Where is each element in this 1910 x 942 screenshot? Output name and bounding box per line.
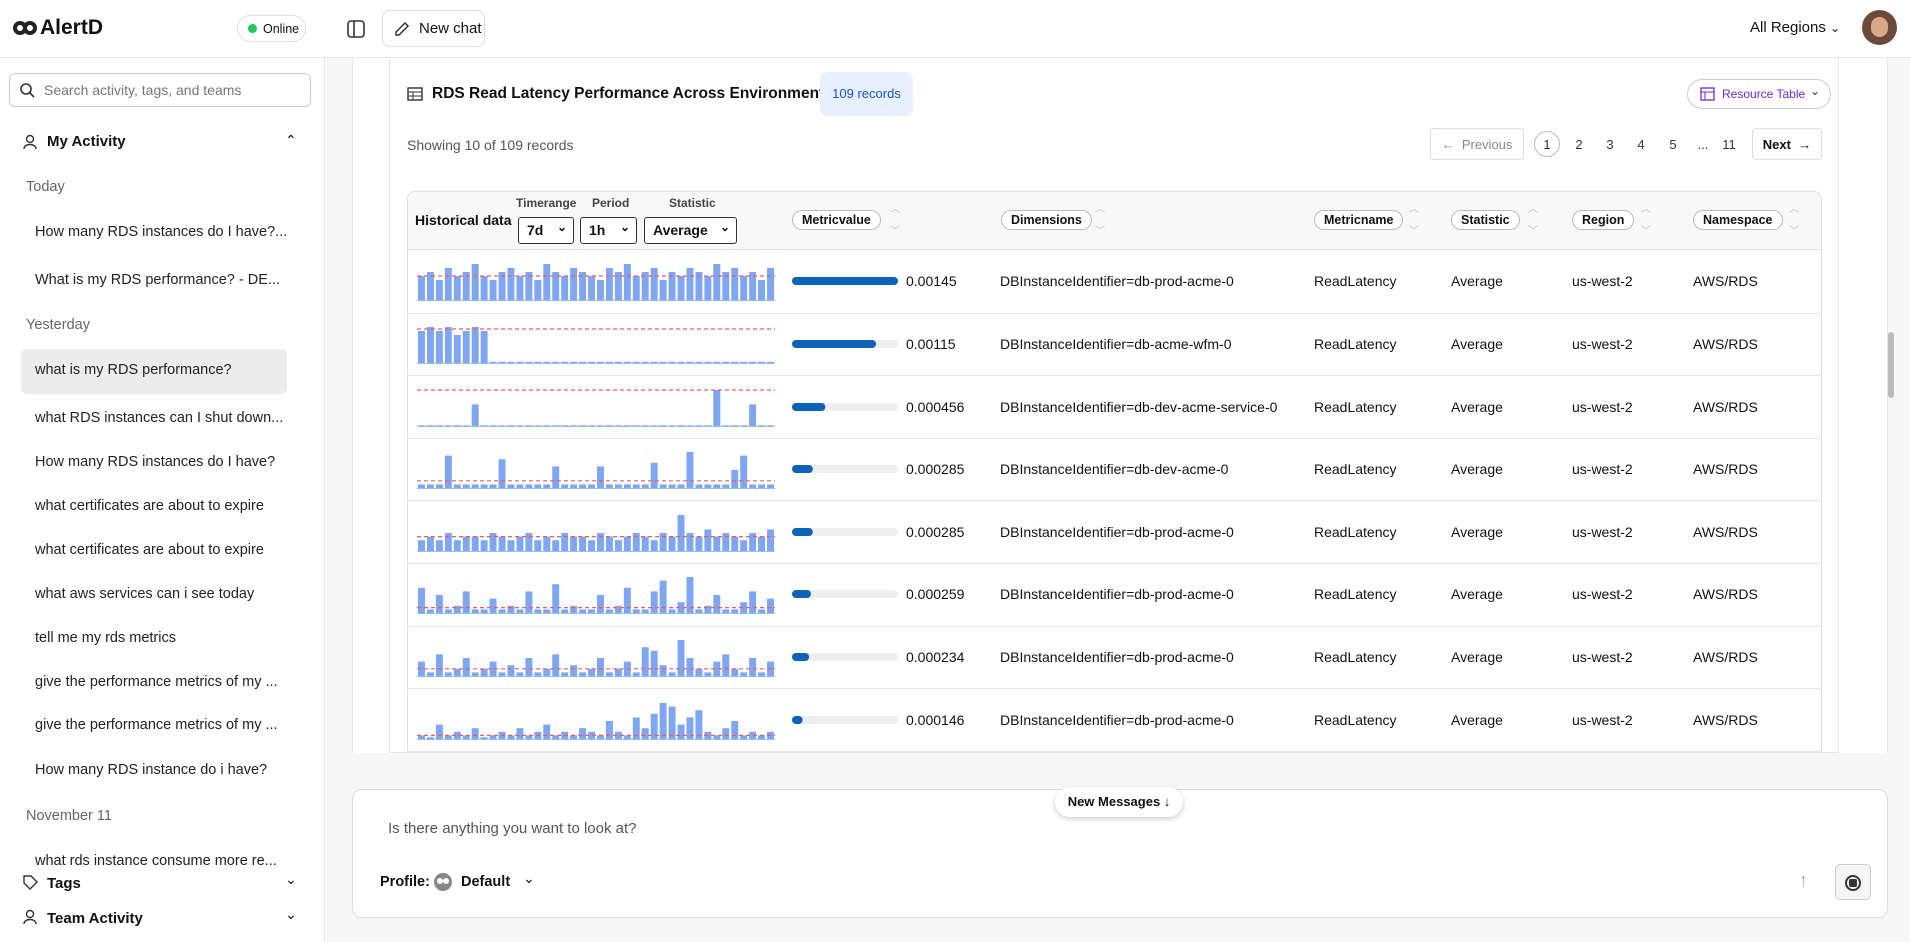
group-label: Yesterday bbox=[26, 317, 90, 333]
search-placeholder: Search activity, tags, and teams bbox=[44, 82, 242, 98]
brand: AlertD bbox=[40, 16, 104, 39]
chat-item[interactable]: what certificates are about to expire bbox=[35, 498, 264, 514]
chat-item[interactable]: How many RDS instance do i have? bbox=[35, 762, 268, 778]
table-panel bbox=[389, 58, 1839, 753]
my-activity[interactable]: My Activity bbox=[47, 133, 126, 150]
collapse-icon[interactable]: ⌃ bbox=[285, 132, 297, 148]
chat-item[interactable]: What is my RDS performance? - DE... bbox=[35, 272, 280, 288]
team-activity[interactable]: Team Activity bbox=[47, 910, 143, 927]
region-select[interactable]: All Regions ⌄ bbox=[1750, 19, 1841, 36]
chat-item[interactable]: give the performance metrics of my ... bbox=[35, 717, 278, 733]
profile-label: Profile: bbox=[380, 874, 430, 890]
chat-item[interactable]: give the performance metrics of my ... bbox=[35, 674, 278, 690]
chat-item[interactable]: tell me my rds metrics bbox=[35, 630, 176, 646]
tags[interactable]: Tags bbox=[47, 875, 81, 892]
status-badge: Online bbox=[237, 15, 306, 42]
chat-item[interactable]: How many RDS instances do I have? bbox=[35, 454, 276, 470]
new-chat-button[interactable]: New chat bbox=[382, 10, 485, 47]
sidebar-footer: Tags ⌄ Team Activity ⌄ bbox=[0, 864, 324, 942]
composer-placeholder[interactable]: Is there anything you want to look at? bbox=[388, 820, 637, 837]
selected-item bbox=[21, 349, 287, 394]
chat-item[interactable]: what certificates are about to expire bbox=[35, 542, 264, 558]
new-chat-label: New chat bbox=[419, 20, 482, 37]
record-button[interactable] bbox=[1835, 864, 1871, 900]
chat-item[interactable]: How many RDS instances do I have?... bbox=[35, 224, 288, 240]
scrollbar bbox=[1888, 332, 1894, 398]
sidebar: Search activity, tags, and teams My Acti… bbox=[0, 58, 325, 942]
chat-item[interactable]: what aws services can i see today bbox=[35, 586, 255, 602]
chat-item[interactable]: what is my RDS performance? bbox=[35, 362, 232, 378]
group-label: November 11 bbox=[26, 808, 112, 824]
logo-icon bbox=[13, 21, 37, 35]
group-label: Today bbox=[26, 179, 65, 195]
region: All Regions bbox=[1750, 19, 1826, 36]
status: Online bbox=[263, 22, 300, 36]
avatar[interactable] bbox=[1862, 10, 1897, 45]
search-box[interactable]: Search activity, tags, and teams bbox=[9, 73, 311, 107]
top-bar: AlertD Online New chat All Regions ⌄ bbox=[0, 0, 1910, 58]
chat-item[interactable]: what RDS instances can I shut down... bbox=[35, 410, 284, 426]
sidebar-toggle[interactable] bbox=[346, 19, 366, 39]
new-messages-button[interactable]: New Messages ↓ bbox=[1055, 787, 1183, 817]
chat-item[interactable]: what rds instance consume more re... bbox=[35, 853, 277, 869]
profile[interactable]: Default bbox=[461, 874, 511, 890]
send-button[interactable]: ↑ bbox=[1799, 870, 1808, 890]
